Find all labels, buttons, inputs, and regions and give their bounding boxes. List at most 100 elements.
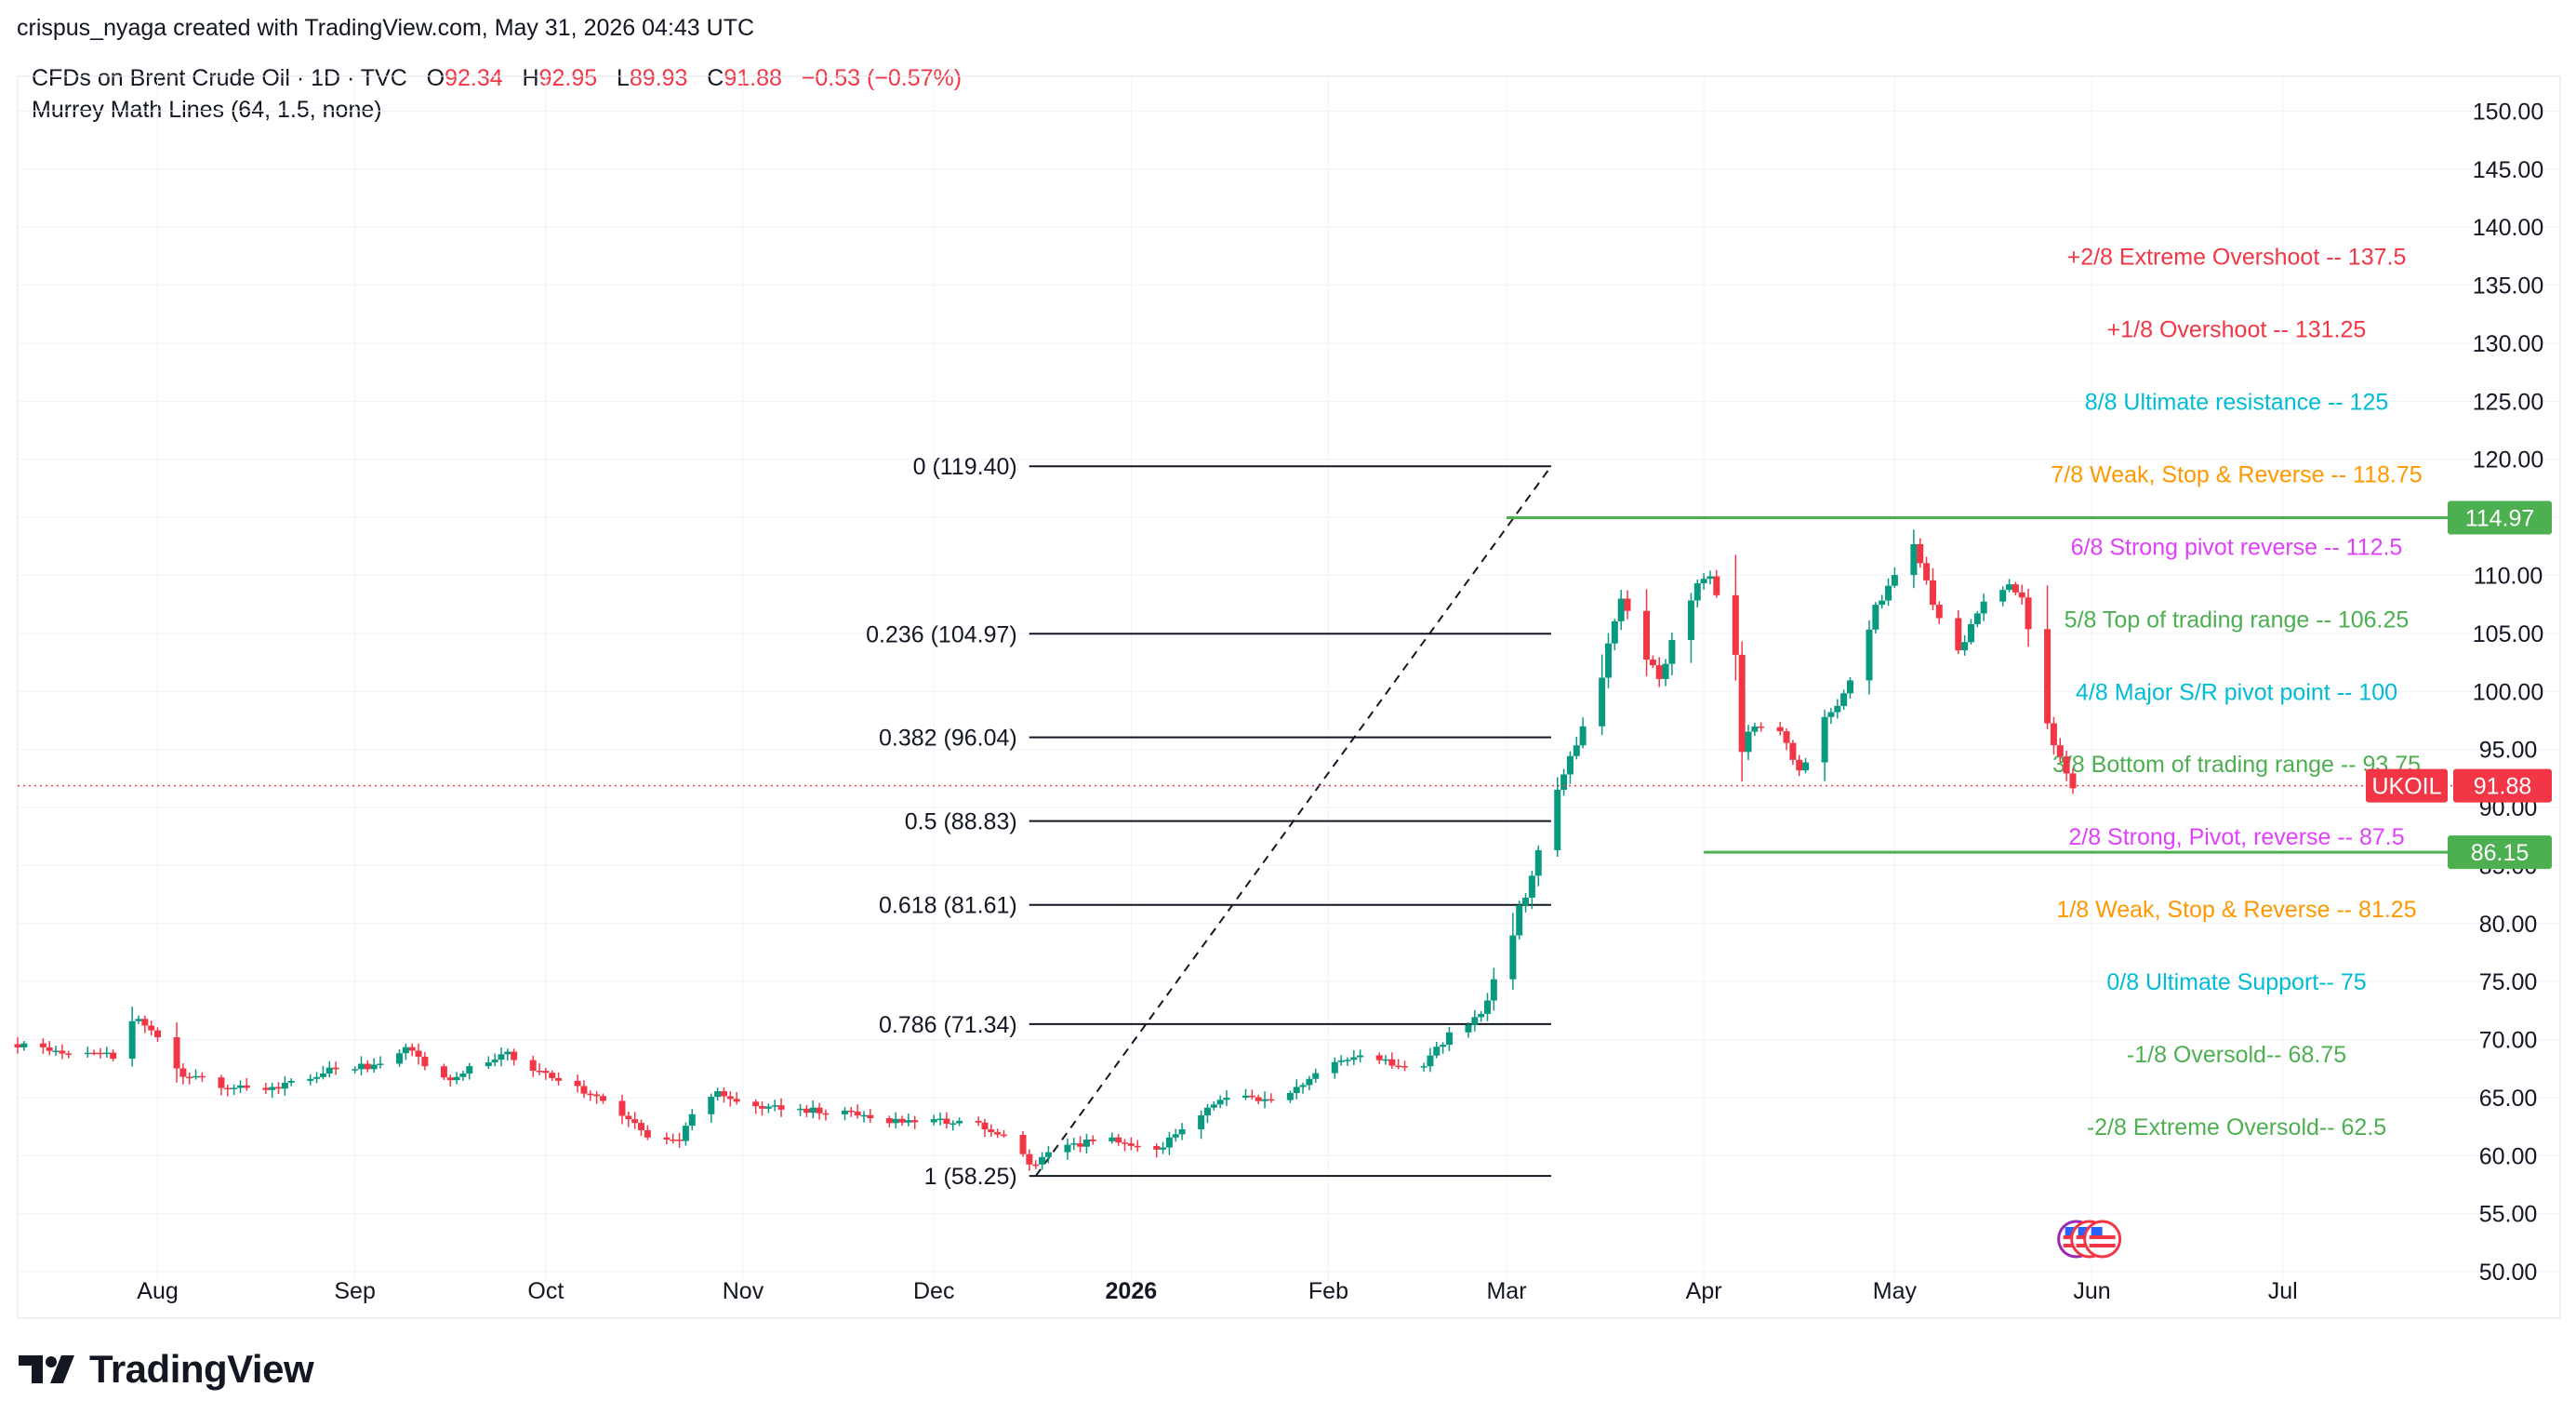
candle-body — [313, 1076, 321, 1079]
symbol-legend[interactable]: CFDs on Brent Crude Oil · 1D · TVC O92.3… — [32, 65, 962, 92]
time-tick-label: Oct — [527, 1278, 564, 1304]
murrey-level-label: 2/8 Strong, Pivot, reverse -- 87.5 — [2068, 824, 2404, 850]
candle-body — [1834, 705, 1841, 713]
candle-body — [1796, 759, 1803, 771]
candle-body — [415, 1050, 422, 1057]
time-tick-label: 2026 — [1106, 1278, 1158, 1304]
high-value: 92.95 — [538, 65, 598, 91]
candle-body — [1713, 576, 1720, 595]
candle-body — [1758, 726, 1765, 728]
candle-body — [402, 1047, 409, 1054]
candle-body — [459, 1074, 467, 1077]
fib-level-label: 0.382 (96.04) — [879, 726, 1017, 752]
horizontal-line-price-label: 114.97 — [2465, 505, 2535, 531]
candle-body — [1382, 1059, 1389, 1061]
candle-body — [498, 1054, 505, 1060]
candle-body — [1337, 1060, 1345, 1062]
candle-body — [1375, 1055, 1383, 1060]
candle-body — [1471, 1017, 1479, 1025]
candle-body — [1935, 605, 1943, 619]
time-axis[interactable]: Aug Sep Oct Nov Dec 2026 Feb Mar Apr May Jun Jul — [137, 1278, 2297, 1304]
candle-body — [224, 1087, 232, 1090]
indicator-legend[interactable]: Murrey Math Lines (64, 1.5, none) — [32, 97, 382, 123]
candle-body — [1306, 1078, 1313, 1086]
murrey-level-label: 1/8 Weak, Stop & Reverse -- 81.25 — [2056, 897, 2416, 923]
candle-body — [1649, 660, 1656, 666]
candle-body — [860, 1114, 868, 1117]
candle-body — [1706, 576, 1714, 580]
horizontal-lines[interactable]: 114.97 86.15 — [1507, 500, 2552, 870]
candle-body — [1923, 563, 1931, 580]
candle-body — [536, 1070, 543, 1073]
candle-body — [1910, 543, 1918, 576]
last-price-label: 91.88 — [2474, 774, 2532, 800]
close-label: C — [707, 65, 724, 91]
candle-body — [141, 1019, 149, 1026]
candle-body — [1611, 620, 1618, 644]
candle-body — [319, 1074, 326, 1077]
candle-body — [1001, 1134, 1008, 1137]
candle-body — [352, 1069, 359, 1071]
price-tick-label: 120.00 — [2473, 447, 2543, 473]
candle-body — [1509, 935, 1517, 980]
price-tick-label: 135.00 — [2473, 273, 2543, 300]
candle-body — [1134, 1145, 1141, 1148]
candle-body — [440, 1066, 447, 1078]
horizontal-line-price-label: 86.15 — [2471, 840, 2530, 866]
candle-body — [1999, 590, 2007, 602]
candle-body — [1516, 905, 1523, 936]
candle-body — [1560, 774, 1568, 791]
candle-body — [631, 1119, 639, 1124]
candle-body — [1668, 640, 1676, 664]
candle-body — [587, 1093, 594, 1096]
candle-body — [1872, 605, 1879, 630]
candle-body — [1776, 727, 1784, 732]
candle-body — [325, 1067, 333, 1074]
candle-body — [1242, 1095, 1249, 1098]
time-tick-label: Jun — [2073, 1278, 2110, 1304]
candle-body — [1802, 762, 1810, 771]
candle-body — [759, 1106, 766, 1109]
candle-body — [491, 1060, 498, 1063]
candle-body — [1827, 712, 1835, 717]
candle-body — [1433, 1047, 1441, 1056]
candle-body — [949, 1123, 957, 1125]
candle-body — [905, 1120, 912, 1123]
candle-body — [708, 1097, 715, 1114]
candle-body — [1216, 1100, 1224, 1105]
open-value: 92.34 — [445, 65, 503, 91]
candle-body — [46, 1047, 53, 1051]
candle-body — [59, 1050, 66, 1054]
candle-body — [555, 1077, 563, 1081]
price-tick-label: 110.00 — [2474, 563, 2543, 589]
time-tick-label: Apr — [1686, 1278, 1722, 1304]
us-flag-canton — [2065, 1227, 2077, 1235]
candle-body — [485, 1062, 492, 1067]
candle-body — [911, 1120, 919, 1123]
murrey-level-label: 5/8 Top of trading range -- 106.25 — [2065, 607, 2410, 633]
candle-body — [1961, 642, 1969, 651]
price-axis[interactable]: 150.00 145.00 140.00 135.00 130.00 125.00 120.… — [2473, 99, 2543, 1286]
candle-body — [1172, 1134, 1179, 1138]
candle-body — [504, 1051, 511, 1055]
symbol-tag — [2366, 768, 2448, 803]
horizontal-line-price-tag — [2448, 500, 2552, 535]
fib-retracement[interactable]: 0 (119.40) 0.236 (104.97) 0.382 (96.04) 0.5… — [866, 454, 1552, 1190]
candle-body — [1599, 677, 1606, 727]
time-tick-label: Jul — [2268, 1278, 2298, 1304]
candle-body — [173, 1037, 180, 1069]
candle-body — [1178, 1129, 1186, 1135]
candle-body — [2025, 597, 2032, 630]
tradingview-logo[interactable]: TradingView — [19, 1347, 314, 1392]
candle-body — [1732, 594, 1739, 655]
candle-body — [549, 1073, 556, 1078]
price-tick-label: 70.00 — [2479, 1028, 2538, 1054]
candle-body — [1917, 543, 1924, 564]
candle-body — [364, 1063, 371, 1070]
candle-body — [1617, 598, 1625, 621]
candle-body — [771, 1105, 778, 1107]
candle-body — [1573, 745, 1580, 756]
price-tick-label: 140.00 — [2473, 215, 2543, 241]
price-tick-label: 145.00 — [2473, 157, 2543, 183]
